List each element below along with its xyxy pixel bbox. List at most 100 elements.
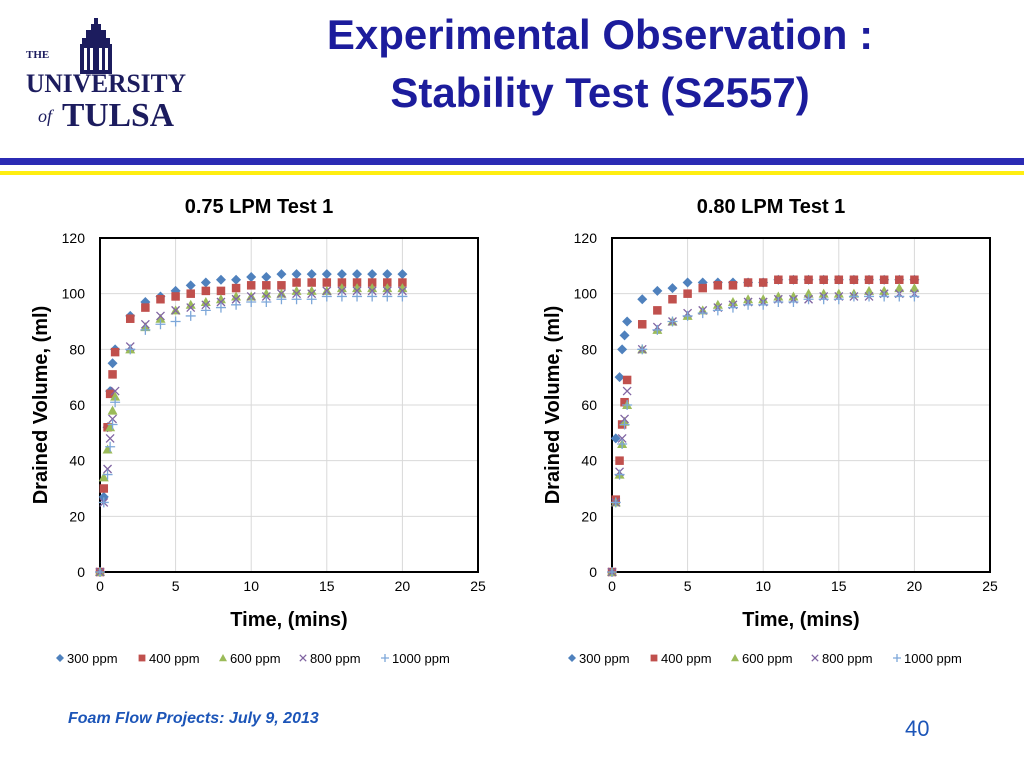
data-point: [108, 370, 117, 379]
data-point: [622, 316, 633, 327]
data-point: [200, 305, 211, 316]
legend-label: 600 ppm: [742, 651, 793, 666]
data-point: [610, 497, 621, 508]
x-tick-label: 10: [755, 578, 771, 594]
data-point: [774, 275, 783, 284]
data-point: [788, 291, 799, 301]
data-point: [698, 283, 707, 293]
data-point: [337, 286, 347, 296]
y-tick-label: 100: [62, 286, 86, 302]
y-tick-label: 40: [69, 453, 85, 469]
header-rule-yellow: [0, 171, 1024, 175]
data-point: [200, 277, 211, 288]
data-point: [105, 389, 115, 399]
data-point: [322, 286, 332, 296]
data-point: [306, 285, 317, 295]
data-point: [292, 278, 301, 287]
data-point: [667, 316, 678, 327]
university-of-tulsa-logo: THE UNIVERSITY of TULSA: [26, 18, 186, 134]
data-point: [140, 324, 151, 335]
legend-marker: [731, 654, 739, 662]
x-tick-label: 15: [831, 578, 847, 594]
data-point: [186, 289, 195, 298]
data-point: [727, 297, 738, 307]
legend-marker: [381, 654, 389, 662]
data-point: [727, 302, 738, 313]
data-point: [102, 469, 113, 480]
data-point: [261, 297, 272, 308]
y-tick-label: 20: [69, 508, 85, 524]
data-point: [895, 275, 904, 284]
data-point: [367, 269, 378, 280]
data-point: [617, 438, 628, 449]
y-tick-label: 20: [581, 508, 597, 524]
data-point: [108, 414, 118, 424]
data-point: [277, 281, 286, 290]
data-point: [894, 291, 905, 302]
data-point: [743, 294, 754, 304]
data-point: [125, 344, 136, 355]
legend-marker: [56, 654, 64, 662]
data-point: [615, 456, 624, 465]
data-point: [352, 269, 363, 280]
legend-label: 400 ppm: [661, 651, 712, 666]
page-number: 40: [905, 716, 930, 741]
x-axis-label: Time, (mins): [742, 609, 859, 631]
data-point: [321, 269, 332, 280]
data-point: [864, 275, 874, 284]
data-point: [682, 310, 693, 321]
slide-title-line-1: Experimental Observation :: [326, 11, 874, 58]
legend-label: 800 ppm: [310, 651, 361, 666]
logo-of-text: of: [38, 106, 55, 126]
data-point: [773, 297, 784, 308]
y-axis-label: Drained Volume, (ml): [30, 306, 52, 505]
data-point: [619, 419, 630, 430]
data-point: [103, 464, 113, 474]
data-point: [201, 286, 211, 296]
data-point: [397, 286, 407, 296]
x-tick-label: 20: [907, 578, 923, 594]
legend-label: 1000 ppm: [392, 651, 450, 666]
data-point: [156, 294, 165, 304]
data-point: [382, 286, 392, 296]
logo-tulsa-text: TULSA: [62, 97, 174, 134]
data-point: [879, 285, 890, 295]
legend-label: 300 ppm: [67, 651, 118, 666]
data-point: [758, 299, 769, 310]
data-point: [683, 289, 692, 298]
data-point: [201, 300, 211, 310]
data-point: [262, 281, 271, 290]
data-point: [833, 288, 844, 298]
data-point: [803, 288, 814, 298]
data-point: [246, 291, 256, 301]
data-point: [231, 299, 242, 310]
data-point: [246, 271, 257, 282]
data-point: [336, 291, 347, 302]
y-tick-label: 100: [574, 286, 598, 302]
data-point: [291, 269, 302, 280]
data-point: [743, 278, 753, 287]
data-point: [155, 313, 166, 323]
data-point: [155, 319, 166, 330]
data-point: [110, 347, 120, 357]
data-point: [383, 278, 392, 287]
data-point: [610, 433, 621, 444]
y-axis-label: Drained Volume, (ml): [542, 306, 564, 505]
data-point: [620, 397, 629, 407]
data-point: [909, 291, 920, 302]
data-point: [231, 291, 242, 301]
data-point: [276, 294, 287, 305]
legend-marker: [893, 654, 901, 662]
x-tick-label: 20: [395, 578, 411, 594]
data-point: [307, 289, 317, 299]
data-point: [99, 484, 109, 493]
data-point: [397, 283, 408, 293]
data-point: [140, 319, 150, 329]
data-point: [102, 444, 113, 454]
data-point: [622, 400, 633, 410]
data-point: [614, 469, 625, 480]
data-point: [321, 291, 332, 302]
chart-080-lpm: 0.80 LPM Test 1 0 5 10 15 20 25 0 20 40 60 80 100 120…: [542, 196, 998, 666]
plot-area-border: [99, 237, 479, 573]
data-point: [352, 278, 362, 287]
